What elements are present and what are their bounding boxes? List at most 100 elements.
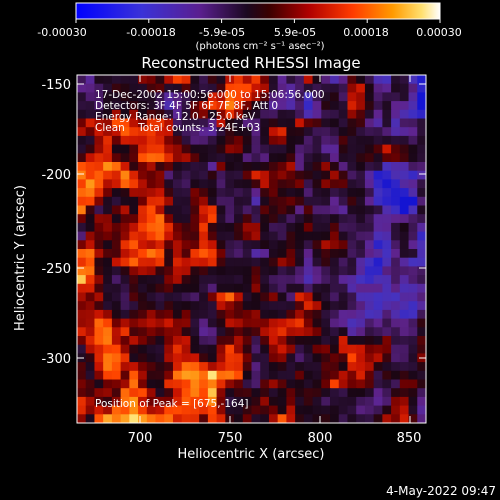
image-pixel bbox=[338, 396, 349, 407]
image-pixel bbox=[207, 188, 218, 198]
image-pixel bbox=[129, 118, 139, 128]
image-pixel bbox=[146, 240, 157, 250]
image-pixel bbox=[199, 414, 209, 423]
image-pixel bbox=[312, 118, 322, 128]
image-pixel bbox=[199, 266, 209, 276]
image-pixel bbox=[94, 292, 104, 302]
image-pixel bbox=[207, 336, 218, 346]
image-pixel bbox=[391, 353, 401, 363]
image-pixel bbox=[286, 170, 296, 180]
image-pixel bbox=[129, 309, 139, 320]
image-pixel bbox=[138, 283, 148, 294]
image-pixel bbox=[321, 179, 331, 189]
image-pixel bbox=[286, 353, 296, 363]
image-pixel bbox=[190, 101, 200, 111]
image-pixel bbox=[373, 127, 383, 137]
image-pixel bbox=[286, 396, 296, 407]
image-pixel bbox=[234, 336, 244, 346]
image-pixel bbox=[164, 301, 174, 311]
image-pixel bbox=[277, 405, 287, 415]
image-pixel bbox=[234, 301, 244, 311]
image-pixel bbox=[164, 162, 174, 172]
image-pixel bbox=[330, 205, 340, 215]
image-pixel bbox=[207, 75, 218, 85]
image-pixel bbox=[172, 353, 183, 363]
image-pixel bbox=[399, 162, 410, 172]
image-pixel bbox=[103, 344, 113, 354]
image-pixel bbox=[234, 414, 244, 423]
image-pixel bbox=[216, 344, 226, 354]
image-pixel bbox=[312, 170, 322, 180]
image-pixel bbox=[417, 240, 426, 250]
image-pixel bbox=[303, 309, 314, 320]
image-pixel bbox=[286, 144, 296, 154]
image-pixel bbox=[399, 405, 410, 415]
image-pixel bbox=[190, 127, 200, 137]
image-pixel bbox=[155, 205, 165, 215]
colorbar-tick-label: -5.9e-05 bbox=[199, 26, 245, 39]
image-pixel bbox=[338, 370, 349, 381]
image-pixel bbox=[286, 214, 296, 224]
image-pixel bbox=[399, 83, 410, 93]
image-pixel bbox=[277, 249, 287, 259]
image-pixel bbox=[277, 101, 287, 111]
image-pixel bbox=[129, 336, 139, 346]
image-pixel bbox=[172, 327, 183, 337]
image-pixel bbox=[172, 188, 183, 198]
image-pixel bbox=[199, 257, 209, 267]
image-pixel bbox=[120, 379, 130, 389]
image-pixel bbox=[181, 327, 192, 337]
image-pixel bbox=[190, 222, 200, 233]
image-pixel bbox=[190, 179, 200, 189]
image-pixel bbox=[146, 370, 157, 381]
image-pixel bbox=[373, 135, 383, 146]
image-pixel bbox=[111, 188, 122, 198]
image-pixel bbox=[164, 240, 174, 250]
image-pixel bbox=[356, 318, 366, 328]
image-pixel bbox=[391, 309, 401, 320]
image-pixel bbox=[251, 405, 261, 415]
image-pixel bbox=[347, 127, 357, 137]
image-pixel bbox=[295, 101, 305, 111]
image-pixel bbox=[190, 336, 200, 346]
image-pixel bbox=[172, 222, 183, 233]
image-pixel bbox=[277, 309, 287, 320]
image-pixel bbox=[303, 327, 314, 337]
image-pixel bbox=[347, 405, 357, 415]
image-pixel bbox=[216, 231, 226, 241]
image-pixel bbox=[330, 240, 340, 250]
image-pixel bbox=[234, 144, 244, 154]
image-pixel bbox=[172, 135, 183, 146]
image-pixel bbox=[364, 301, 375, 311]
image-pixel bbox=[129, 83, 139, 93]
image-pixel bbox=[295, 249, 305, 259]
image-pixel bbox=[260, 336, 270, 346]
image-pixel bbox=[181, 405, 192, 415]
image-pixel bbox=[312, 249, 322, 259]
image-pixel bbox=[391, 144, 401, 154]
image-pixel bbox=[181, 92, 192, 102]
image-pixel bbox=[138, 92, 148, 102]
image-pixel bbox=[303, 370, 314, 381]
image-pixel bbox=[111, 266, 122, 276]
image-pixel bbox=[321, 231, 331, 241]
y-tick-label: -150 bbox=[41, 78, 71, 93]
image-pixel bbox=[146, 162, 157, 172]
image-pixel bbox=[277, 214, 287, 224]
image-pixel bbox=[303, 205, 314, 215]
image-pixel bbox=[260, 396, 270, 407]
image-pixel bbox=[408, 205, 418, 215]
image-pixel bbox=[120, 127, 130, 137]
image-pixel bbox=[85, 153, 96, 163]
image-pixel bbox=[138, 388, 148, 398]
image-pixel bbox=[146, 362, 157, 372]
image-pixel bbox=[382, 101, 392, 111]
image-pixel bbox=[225, 301, 235, 311]
image-pixel bbox=[164, 196, 174, 207]
image-pixel bbox=[321, 283, 331, 294]
image-pixel bbox=[111, 144, 122, 154]
image-pixel bbox=[295, 275, 305, 285]
image-pixel bbox=[190, 405, 200, 415]
image-pixel bbox=[199, 196, 209, 207]
image-pixel bbox=[85, 240, 96, 250]
